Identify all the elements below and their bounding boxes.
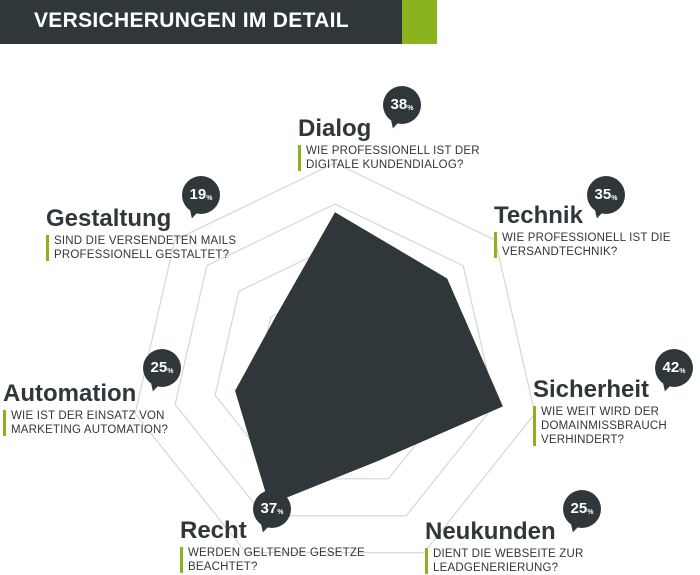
question-line: VERHINDERT? (541, 434, 625, 446)
value-label: 38 (390, 96, 408, 113)
value-unit: % (611, 195, 618, 202)
value-unit: % (206, 195, 213, 202)
question-line: VERSANDTECHNIK? (502, 246, 618, 258)
value-label: 25 (150, 359, 168, 376)
grid-ring-5 (134, 162, 536, 554)
value-label: 42 (662, 359, 680, 376)
radar-area (235, 212, 503, 505)
axis-name: Neukunden (425, 518, 556, 545)
value-bubble-gestaltung: 19% (182, 176, 220, 214)
value-bubble-sicherheit: 42% (655, 349, 693, 387)
axis-name: Sicherheit (533, 376, 650, 403)
axis-label-dialog: Dialog WIE PROFESSIONELL IST DER DIGITALE … (298, 116, 480, 172)
axis-question: WIE WEIT WIRD DER DOMAINMISSBRAUCH VERHIND… (533, 405, 667, 447)
axis-question: SIND DIE VERSENDETEN MAILS PROFESSIONELL … (46, 234, 236, 262)
question-line: WERDEN GELTENDE GESETZE (188, 547, 365, 559)
value-bubble-technik: 35% (587, 176, 625, 214)
value-label: 19 (189, 186, 207, 203)
value-label: 37 (260, 500, 278, 517)
question-line: WIE PROFESSIONELL IST DIE (502, 232, 671, 244)
question-line: WIE WEIT WIRD DER (541, 406, 660, 418)
axis-question: DIENT DIE WEBSEITE ZUR LEADGENERIERUNG? (425, 547, 584, 575)
question-line: LEADGENERIERUNG? (433, 562, 559, 574)
axis-name: Automation (3, 380, 137, 407)
value-bubble-neukunden: 25% (563, 490, 601, 528)
question-line: BEACHTET? (188, 561, 258, 573)
value-label: 35 (594, 186, 612, 203)
header-bar: VERSICHERUNGEN IM DETAIL (0, 0, 437, 44)
axis-question: WERDEN GELTENDE GESETZE BEACHTET? (180, 546, 365, 574)
page-title: VERSICHERUNGEN IM DETAIL (34, 9, 349, 32)
question-line: MARKETING AUTOMATION? (11, 424, 169, 436)
axis-label-recht: Recht WERDEN GELTENDE GESETZE BEACHTET? (180, 518, 365, 574)
value-unit: % (407, 105, 414, 112)
axis-label-neukunden: Neukunden DIENT DIE WEBSEITE ZUR LEADGENER… (425, 519, 584, 575)
question-line: WIE IST DER EINSATZ VON (11, 410, 165, 422)
grid-ring-4 (174, 203, 496, 517)
axis-name: Technik (494, 202, 583, 229)
axis-question: WIE IST DER EINSATZ VON MARKETING AUTOMAT… (3, 409, 168, 437)
axis-question: WIE PROFESSIONELL IST DIE VERSANDTECHNIK? (494, 231, 671, 259)
question-line: DOMAINMISSBRAUCH (541, 420, 667, 432)
axis-label-sicherheit: Sicherheit WIE WEIT WIRD DER DOMAINMISSBRA… (533, 377, 667, 447)
axis-name: Recht (180, 517, 247, 544)
question-line: PROFESSIONELL GESTALTET? (54, 249, 230, 261)
value-bubble-recht: 37% (253, 490, 291, 528)
axis-label-technik: Technik WIE PROFESSIONELL IST DIE VERSANDT… (494, 203, 671, 259)
axis-label-gestaltung: Gestaltung SIND DIE VERSENDETEN MAILS PROF… (46, 206, 236, 262)
question-line: SIND DIE VERSENDETEN MAILS (54, 235, 237, 247)
value-bubble-dialog: 38% (383, 86, 421, 124)
axis-name: Gestaltung (46, 205, 172, 232)
value-unit: % (587, 509, 594, 516)
axis-name: Dialog (298, 115, 372, 142)
axis-question: WIE PROFESSIONELL IST DER DIGITALE KUNDEN… (298, 144, 480, 172)
value-unit: % (277, 509, 284, 516)
header-accent (402, 0, 437, 44)
value-bubble-automation: 25% (143, 349, 181, 387)
question-line: DIGITALE KUNDENDIALOG? (306, 159, 464, 171)
value-label: 25 (570, 500, 588, 517)
value-unit: % (679, 368, 686, 375)
question-line: WIE PROFESSIONELL IST DER (306, 145, 480, 157)
value-unit: % (167, 368, 174, 375)
question-line: DIENT DIE WEBSEITE ZUR (433, 548, 584, 560)
axis-label-automation: Automation WIE IST DER EINSATZ VON MARKETI… (3, 381, 168, 437)
